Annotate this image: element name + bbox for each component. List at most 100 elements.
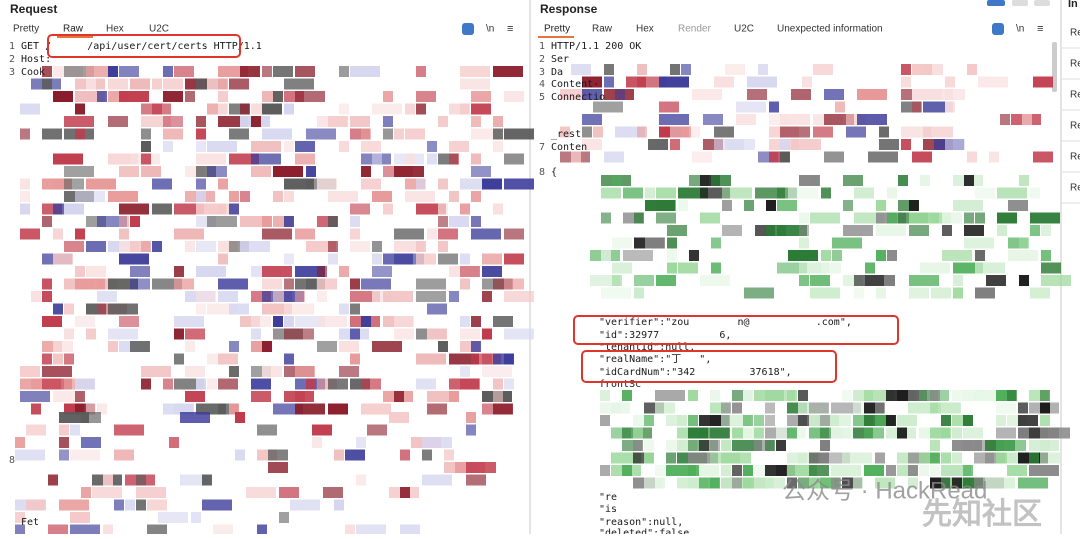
pixelation-block [857, 114, 887, 125]
pixelation-block [328, 216, 338, 227]
tab[interactable]: Raw [63, 24, 84, 35]
pixelation-block [306, 241, 336, 252]
pixelation-block [942, 225, 952, 236]
pixelation-block [174, 353, 184, 365]
tab[interactable]: Raw [592, 24, 613, 35]
pixelation-block [854, 212, 884, 224]
pixelation-block [821, 187, 831, 199]
pixelation-block [356, 474, 366, 486]
pixelation-block [820, 452, 850, 464]
tab[interactable]: Render [678, 24, 711, 35]
pixelation-block [1007, 390, 1017, 401]
pixelation-block [901, 64, 911, 75]
pixelation-block [284, 91, 304, 102]
menu-icon[interactable]: ≡ [1037, 23, 1043, 35]
pixelation-block [964, 212, 974, 224]
pixelation-block [655, 390, 685, 401]
newline-toggle[interactable]: \n [486, 24, 494, 35]
side-item[interactable]: Re [1070, 90, 1080, 101]
pixelation-block [996, 452, 1016, 464]
pixelation-block [876, 200, 886, 211]
pixelation-block [809, 465, 829, 476]
pixelation-block [667, 262, 677, 274]
pixelation-block [196, 203, 226, 215]
pixelation-block [678, 187, 708, 199]
pixelation-block [64, 303, 74, 315]
pixelation-block [196, 153, 226, 165]
code-line: "realName":"丁 ", [599, 354, 711, 365]
layout-button[interactable] [987, 0, 1005, 6]
pixelation-block [218, 403, 238, 415]
pixelation-block [864, 402, 884, 414]
pixelation-block [251, 328, 261, 340]
pixelation-block [1019, 175, 1029, 186]
pixelation-block [48, 524, 68, 536]
pixelation-block [339, 266, 349, 277]
pixelation-block [449, 191, 459, 202]
pixelation-block [623, 187, 643, 199]
side-item[interactable]: Re [1070, 183, 1080, 194]
pixelation-block [405, 103, 415, 115]
pixelation-block [229, 403, 239, 415]
pixelation-block [202, 474, 212, 486]
code-line: "idCardNum":"342 37618", [599, 367, 792, 378]
pixelation-block [42, 128, 62, 140]
pixelation-block [229, 191, 239, 202]
tab[interactable]: Pretty [544, 24, 570, 35]
pixelation-block [655, 477, 665, 489]
side-item[interactable]: Re [1070, 121, 1080, 132]
layout-button[interactable] [1012, 0, 1028, 6]
layout-button[interactable] [1034, 0, 1050, 6]
pixelation-block [70, 512, 90, 523]
pixelation-block [843, 275, 863, 286]
side-item[interactable]: Re [1070, 152, 1080, 163]
pretty-toggle[interactable] [462, 23, 474, 35]
pixelation-block [312, 437, 322, 448]
pixelation-block [42, 278, 52, 290]
pixelation-block [317, 178, 337, 190]
pixelation-block [158, 512, 188, 523]
menu-icon[interactable]: ≡ [507, 23, 513, 35]
pixelation-block [953, 287, 963, 299]
pixelation-block [20, 228, 40, 240]
pixelation-block [853, 427, 873, 439]
side-item[interactable]: Re [1070, 59, 1080, 70]
pixelation-block [218, 103, 228, 115]
pixelation-block [196, 141, 206, 152]
pixelation-block [482, 328, 492, 340]
pixelation-block [941, 427, 951, 439]
pixelation-block [634, 287, 644, 299]
pixelation-block [103, 474, 113, 486]
pixelation-block [328, 253, 338, 265]
tab[interactable]: U2C [734, 24, 754, 35]
pixelation-block [449, 153, 459, 165]
tab[interactable]: Pretty [13, 24, 39, 35]
pretty-toggle[interactable] [992, 23, 1004, 35]
pixelation-block [600, 465, 610, 476]
newline-toggle[interactable]: \n [1016, 24, 1024, 35]
tab[interactable]: Hex [106, 24, 124, 35]
pixelation-block [659, 101, 679, 113]
pixelation-block [141, 153, 151, 165]
tab[interactable]: U2C [149, 24, 169, 35]
pixelation-block [180, 474, 210, 486]
pixelation-block [666, 440, 686, 451]
tab[interactable]: Unexpected information [777, 24, 883, 35]
pixelation-block [64, 353, 74, 365]
pixelation-block [405, 128, 425, 140]
tab[interactable]: Hex [636, 24, 654, 35]
pixelation-block [799, 275, 809, 286]
pixelation-block [350, 203, 370, 215]
pixelation-block [471, 216, 481, 227]
line-number: 3 [9, 67, 15, 78]
pixelation-block [350, 66, 380, 77]
panel-title: Response [540, 2, 598, 16]
pixelation-block [218, 203, 238, 215]
pixelation-block [53, 228, 63, 240]
pixelation-block [284, 353, 294, 365]
pixelation-block [611, 452, 641, 464]
pixelation-block [714, 126, 734, 138]
pixelation-block [736, 101, 766, 113]
side-item[interactable]: Re [1070, 28, 1080, 39]
pixelation-block [644, 402, 664, 414]
